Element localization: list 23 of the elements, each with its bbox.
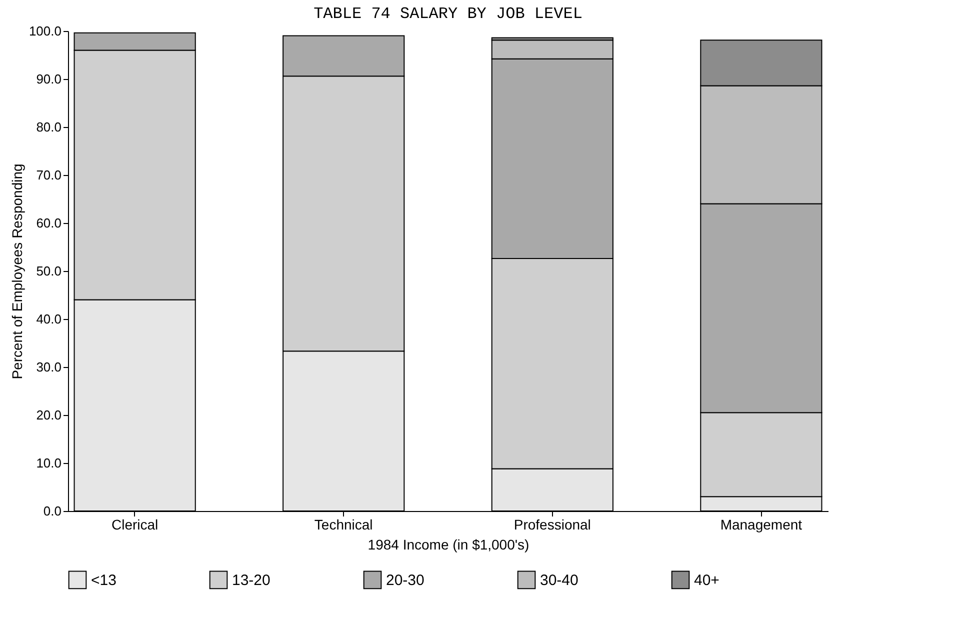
- y-tick-label: 20.0: [36, 408, 62, 422]
- legend-label: 40+: [694, 572, 720, 589]
- y-tick-label: 100.0: [28, 24, 62, 38]
- y-tick-label: 40.0: [36, 312, 62, 326]
- y-tick-label: 60.0: [36, 216, 62, 230]
- x-axis-title: 1984 Income (in $1,000's): [368, 536, 530, 552]
- y-tick-label: 30.0: [36, 360, 62, 374]
- x-tick-label: Management: [720, 516, 802, 532]
- y-tick-label: 10.0: [36, 456, 62, 470]
- y-axis-title: Percent of Employees Responding: [8, 164, 25, 380]
- legend-label: <13: [91, 572, 116, 589]
- y-tick-label: 90.0: [36, 72, 62, 86]
- y-tick-label: 50.0: [36, 264, 62, 278]
- legend-label: 30-40: [540, 572, 578, 589]
- legend-label: 13-20: [232, 572, 270, 589]
- y-tick-label: 0.0: [43, 504, 62, 518]
- chart-title: TABLE 74 SALARY BY JOB LEVEL: [314, 5, 582, 23]
- legend-label: 20-30: [386, 572, 424, 589]
- y-tick-label: 80.0: [36, 120, 62, 134]
- y-tick-label: 70.0: [36, 168, 62, 182]
- x-tick-label: Clerical: [111, 516, 158, 532]
- x-tick-label: Professional: [514, 516, 591, 532]
- x-tick-label: Technical: [314, 516, 373, 532]
